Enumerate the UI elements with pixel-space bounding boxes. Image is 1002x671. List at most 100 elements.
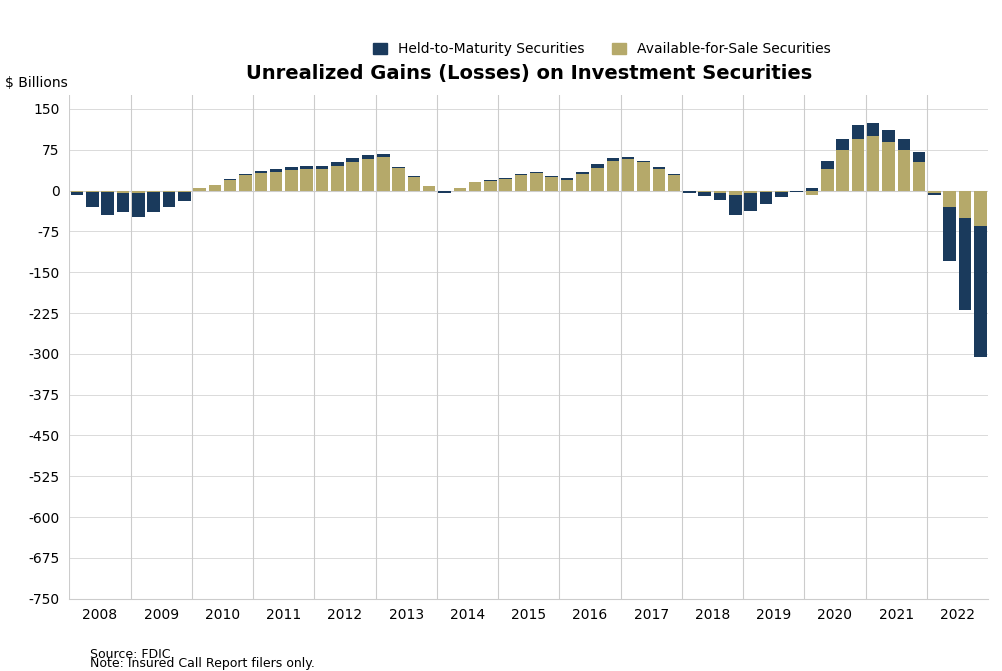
Bar xyxy=(805,188,818,191)
Bar xyxy=(468,183,481,191)
Bar xyxy=(362,159,374,191)
Bar xyxy=(529,172,542,173)
Bar xyxy=(71,191,83,195)
Bar xyxy=(958,191,970,310)
Bar xyxy=(805,191,818,195)
Bar xyxy=(362,155,374,159)
Bar xyxy=(438,191,450,193)
Bar xyxy=(575,172,588,174)
Text: Source: FDIC.: Source: FDIC. xyxy=(90,648,174,661)
Bar xyxy=(927,191,940,195)
Bar xyxy=(591,164,603,168)
Bar xyxy=(866,123,879,136)
Bar xyxy=(285,170,298,191)
Bar xyxy=(270,172,283,191)
Bar xyxy=(591,168,603,191)
Bar xyxy=(545,176,557,177)
Bar xyxy=(331,166,344,191)
Bar xyxy=(162,191,175,207)
Bar xyxy=(377,154,389,157)
Bar xyxy=(147,192,159,212)
Bar xyxy=(514,175,527,191)
Bar xyxy=(912,162,925,191)
Bar xyxy=(255,173,267,191)
Bar xyxy=(790,191,803,192)
Bar xyxy=(943,207,955,261)
Bar xyxy=(453,188,466,191)
Bar xyxy=(438,191,450,193)
Bar xyxy=(331,162,344,166)
Bar xyxy=(836,150,848,191)
Bar xyxy=(912,152,925,162)
Bar xyxy=(713,193,725,201)
Bar xyxy=(545,177,557,191)
Bar xyxy=(897,150,909,191)
Bar xyxy=(285,167,298,170)
Bar xyxy=(193,188,205,191)
Bar xyxy=(346,158,359,162)
Bar xyxy=(116,193,129,212)
Bar xyxy=(346,162,359,191)
Bar xyxy=(882,142,894,191)
Bar xyxy=(316,169,328,191)
Bar xyxy=(973,191,986,356)
Bar xyxy=(255,171,267,173)
Bar xyxy=(621,157,634,159)
Bar xyxy=(682,191,695,193)
Bar xyxy=(223,178,236,180)
Bar xyxy=(697,192,710,196)
Text: Note: Insured Call Report filers only.: Note: Insured Call Report filers only. xyxy=(90,658,315,670)
Bar xyxy=(697,191,710,196)
Bar xyxy=(728,195,740,215)
Bar xyxy=(851,125,864,139)
Bar xyxy=(575,174,588,191)
Bar xyxy=(897,139,909,150)
Bar xyxy=(713,191,725,201)
Bar xyxy=(759,192,772,204)
Bar xyxy=(682,191,695,193)
Bar xyxy=(162,192,175,207)
Bar xyxy=(973,226,986,356)
Bar xyxy=(238,175,252,191)
Bar xyxy=(392,168,405,191)
Bar xyxy=(606,158,618,160)
Bar xyxy=(743,191,757,211)
Bar xyxy=(866,136,879,191)
Bar xyxy=(484,180,496,191)
Bar xyxy=(147,191,159,212)
Bar xyxy=(775,191,787,197)
Bar xyxy=(667,174,679,175)
Bar xyxy=(821,160,833,169)
Bar xyxy=(71,192,83,195)
Bar xyxy=(621,159,634,191)
Bar xyxy=(101,192,114,215)
Bar xyxy=(177,191,190,201)
Bar xyxy=(927,193,940,195)
Bar xyxy=(316,166,328,169)
Bar xyxy=(238,174,252,175)
Bar xyxy=(377,157,389,191)
Bar xyxy=(606,160,618,191)
Bar xyxy=(821,169,833,191)
Bar xyxy=(728,191,740,215)
Bar xyxy=(301,169,313,191)
Bar xyxy=(882,130,894,142)
Bar xyxy=(423,187,435,191)
Bar xyxy=(759,191,772,204)
Bar xyxy=(208,185,220,191)
Bar xyxy=(499,178,511,191)
Bar xyxy=(132,193,144,217)
Bar xyxy=(101,191,114,215)
Bar xyxy=(132,191,144,217)
Legend: Held-to-Maturity Securities, Available-for-Sale Securities: Held-to-Maturity Securities, Available-f… xyxy=(368,37,836,62)
Bar xyxy=(775,192,787,197)
Bar xyxy=(392,166,405,168)
Bar xyxy=(514,174,527,175)
Bar xyxy=(223,180,236,191)
Bar xyxy=(301,166,313,169)
Bar xyxy=(667,175,679,191)
Bar xyxy=(652,169,664,191)
Bar xyxy=(943,191,955,261)
Bar xyxy=(636,162,649,191)
Bar xyxy=(529,173,542,191)
